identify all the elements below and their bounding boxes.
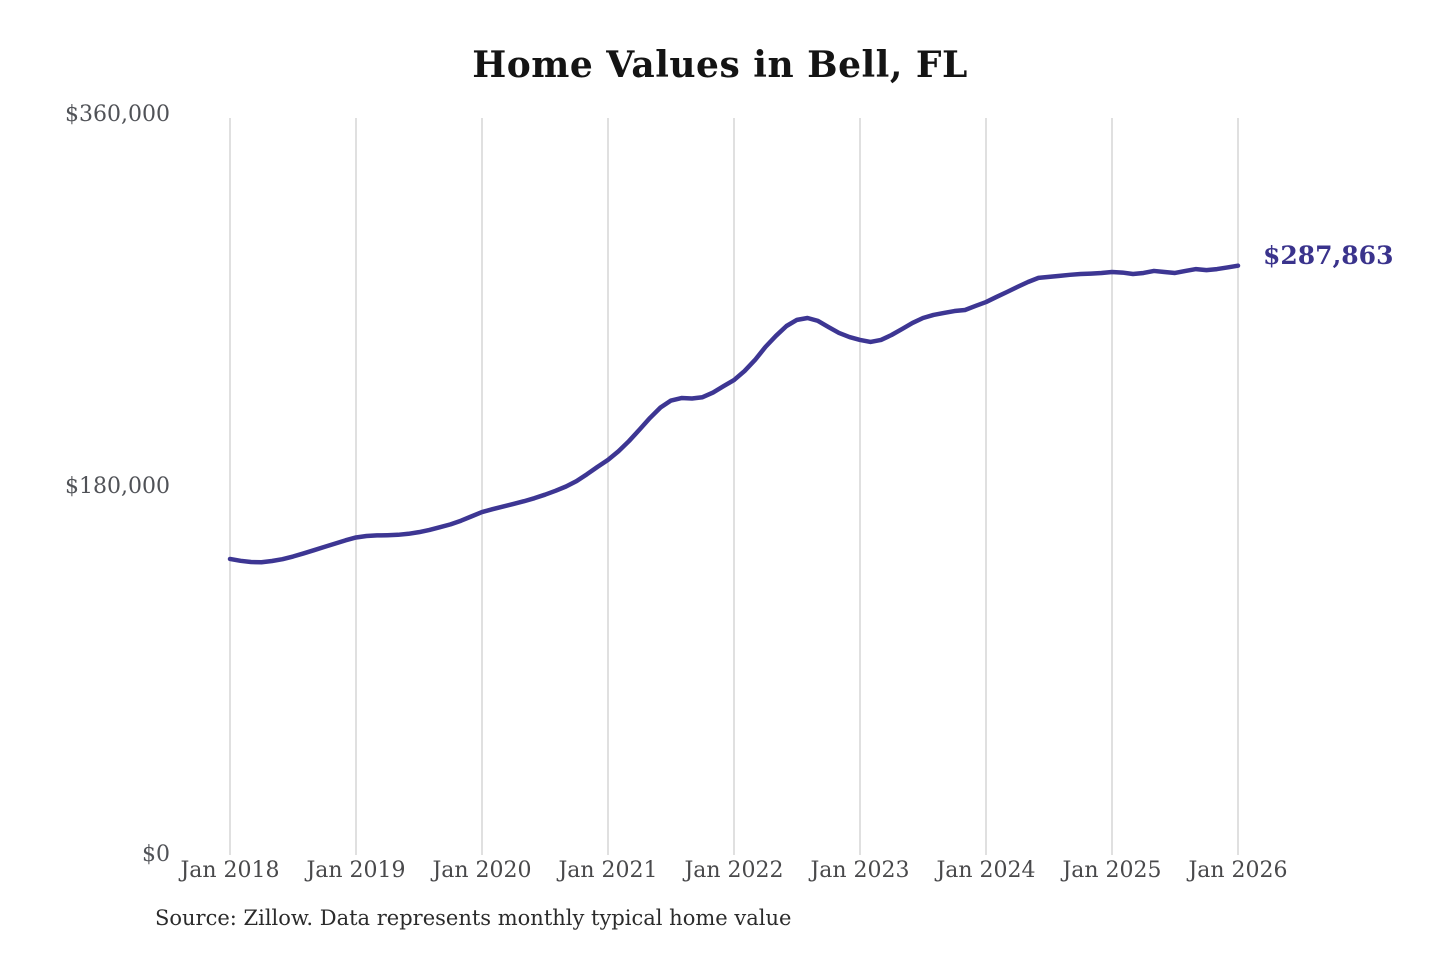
latest-value-label: $287,863 — [1263, 241, 1394, 270]
x-axis-tick-jan-2020: Jan 2020 — [432, 858, 532, 883]
y-axis-tick-0: $0 — [142, 842, 170, 867]
x-axis-tick-jan-2023: Jan 2023 — [810, 858, 910, 883]
x-axis-tick-jan-2026: Jan 2026 — [1188, 858, 1288, 883]
x-axis-tick-jan-2018: Jan 2018 — [180, 858, 280, 883]
x-axis-tick-jan-2025: Jan 2025 — [1062, 858, 1162, 883]
x-axis-tick-jan-2021: Jan 2021 — [558, 858, 658, 883]
chart-title: Home Values in Bell, FL — [472, 44, 968, 86]
year-gridlines — [229, 118, 1239, 855]
x-axis-tick-jan-2024: Jan 2024 — [936, 858, 1036, 883]
source-note: Source: Zillow. Data represents monthly … — [155, 906, 792, 930]
home-value-line — [227, 263, 1241, 565]
y-axis-tick-180000: $180,000 — [65, 474, 170, 499]
x-axis-tick-jan-2022: Jan 2022 — [684, 858, 784, 883]
y-axis-tick-360000: $360,000 — [65, 102, 170, 127]
x-axis-tick-jan-2019: Jan 2019 — [306, 858, 406, 883]
